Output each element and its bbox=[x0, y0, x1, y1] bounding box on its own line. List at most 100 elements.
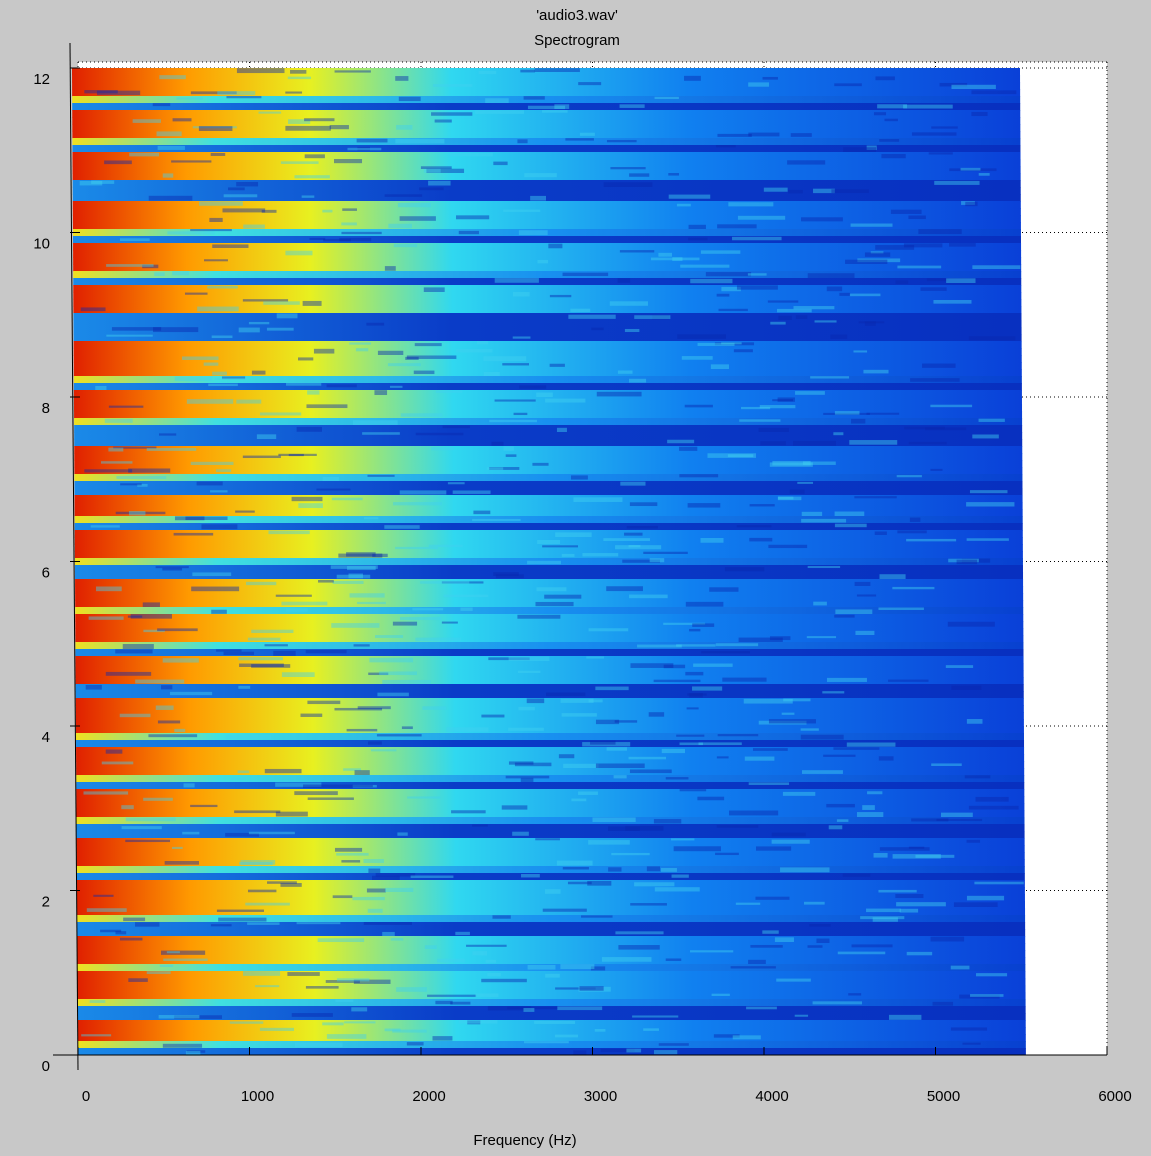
spectrogram-texture bbox=[307, 797, 354, 800]
spectrogram-texture bbox=[81, 1034, 112, 1037]
spectrogram-texture bbox=[423, 287, 445, 293]
spectrogram-texture bbox=[238, 657, 283, 661]
chart-subtitle: Spectrogram bbox=[534, 32, 620, 49]
spectrogram-texture bbox=[578, 791, 598, 795]
spectrogram-texture bbox=[285, 383, 322, 386]
axes: 0 1000 2000 3000 4000 5000 6000 0 2 4 6 8 10 12 bbox=[33, 42, 1132, 1105]
spectrogram-texture bbox=[626, 1048, 642, 1053]
spectrogram-texture bbox=[157, 720, 181, 724]
spectrogram-row bbox=[77, 943, 1026, 951]
spectrogram-texture bbox=[323, 238, 351, 242]
spectrogram-texture bbox=[89, 1000, 106, 1003]
spectrogram-texture bbox=[341, 860, 361, 863]
spectrogram-texture bbox=[222, 376, 246, 380]
spectrogram-texture bbox=[624, 328, 640, 333]
spectrogram-texture bbox=[771, 832, 806, 837]
y-axis bbox=[69, 42, 79, 1071]
spectrogram-texture bbox=[601, 957, 652, 962]
spectrogram-texture bbox=[483, 371, 500, 377]
spectrogram-row bbox=[75, 614, 1024, 622]
spectrogram-texture bbox=[161, 685, 173, 690]
spectrogram-texture bbox=[247, 922, 280, 925]
spectrogram-texture bbox=[772, 399, 793, 402]
spectrogram-row bbox=[77, 992, 1026, 1000]
spectrogram-texture bbox=[556, 427, 567, 433]
spectrogram-texture bbox=[410, 875, 454, 878]
spectrogram-texture bbox=[676, 644, 716, 647]
spectrogram-texture bbox=[710, 364, 729, 370]
spectrogram-texture bbox=[143, 797, 173, 801]
spectrogram-texture bbox=[866, 412, 900, 415]
spectrogram-texture bbox=[549, 294, 572, 298]
spectrogram-texture bbox=[331, 497, 363, 501]
spectrogram-texture bbox=[456, 348, 493, 353]
spectrogram-texture bbox=[338, 553, 383, 558]
spectrogram-texture bbox=[285, 91, 303, 94]
spectrogram-texture bbox=[190, 804, 218, 808]
spectrogram-texture bbox=[115, 511, 166, 515]
spectrogram-texture bbox=[385, 887, 414, 892]
spectrogram-texture bbox=[157, 628, 198, 632]
spectrogram-row bbox=[77, 1048, 1026, 1056]
spectrogram-texture bbox=[275, 594, 312, 597]
spectrogram-texture bbox=[866, 145, 877, 151]
spectrogram-texture bbox=[660, 867, 677, 872]
spectrogram-texture bbox=[748, 82, 770, 87]
spectrogram-texture bbox=[951, 84, 996, 90]
spectrogram-texture bbox=[542, 110, 568, 113]
spectrogram-texture bbox=[458, 1020, 498, 1024]
spectrogram-texture bbox=[778, 496, 794, 500]
spectrogram-texture bbox=[857, 258, 901, 263]
spectrogram-row bbox=[73, 264, 1022, 272]
spectrogram-texture bbox=[672, 257, 683, 261]
spectrogram-texture bbox=[230, 777, 246, 781]
spectrogram-texture bbox=[347, 566, 376, 571]
spectrogram-texture bbox=[446, 727, 489, 732]
spectrogram-texture bbox=[267, 881, 297, 884]
spectrogram-texture bbox=[747, 273, 767, 276]
spectrogram-texture bbox=[594, 1029, 606, 1032]
spectrogram-texture bbox=[960, 167, 981, 171]
spectrogram-texture bbox=[389, 385, 403, 388]
spectrogram-texture bbox=[813, 188, 835, 194]
spectrogram-row bbox=[75, 719, 1024, 727]
spectrogram-texture bbox=[203, 362, 219, 366]
spectrogram-row bbox=[76, 901, 1025, 909]
spectrogram-texture bbox=[581, 915, 613, 918]
spectrogram-texture bbox=[864, 321, 876, 326]
spectrogram-texture bbox=[105, 671, 152, 676]
spectrogram-row bbox=[72, 75, 1021, 83]
spectrogram-texture bbox=[802, 461, 836, 465]
spectrogram-texture bbox=[810, 376, 850, 379]
spectrogram-texture bbox=[294, 175, 330, 179]
spectrogram-texture bbox=[573, 497, 623, 502]
spectrogram-texture bbox=[135, 679, 185, 684]
spectrogram-row bbox=[72, 187, 1021, 195]
spectrogram-texture bbox=[563, 763, 599, 769]
spectrogram-row bbox=[75, 698, 1024, 706]
spectrogram-texture bbox=[238, 685, 251, 689]
spectrogram-texture bbox=[294, 1042, 343, 1048]
spectrogram-texture bbox=[334, 159, 363, 164]
spectrogram-texture bbox=[833, 432, 844, 436]
spectrogram-texture bbox=[950, 965, 970, 970]
spectrogram-texture bbox=[137, 483, 148, 487]
spectrogram-texture bbox=[366, 888, 386, 893]
spectrogram-texture bbox=[120, 483, 142, 486]
spectrogram-texture bbox=[349, 593, 385, 598]
spectrogram-row bbox=[76, 887, 1025, 895]
spectrogram-texture bbox=[503, 209, 541, 212]
spectrogram-texture bbox=[434, 119, 452, 123]
spectrogram-texture bbox=[211, 609, 227, 614]
spectrogram-texture bbox=[343, 768, 362, 771]
spectrogram-texture bbox=[862, 805, 875, 810]
spectrogram-texture bbox=[158, 1015, 200, 1019]
spectrogram-texture bbox=[535, 838, 560, 841]
spectrogram-texture bbox=[603, 182, 653, 187]
spectrogram-row bbox=[75, 642, 1024, 650]
spectrogram-texture bbox=[174, 728, 186, 733]
y-tick-label: 0 bbox=[42, 1058, 50, 1075]
spectrogram-texture bbox=[275, 811, 308, 817]
spectrogram-texture bbox=[561, 553, 575, 557]
spectrogram-texture bbox=[91, 180, 115, 184]
